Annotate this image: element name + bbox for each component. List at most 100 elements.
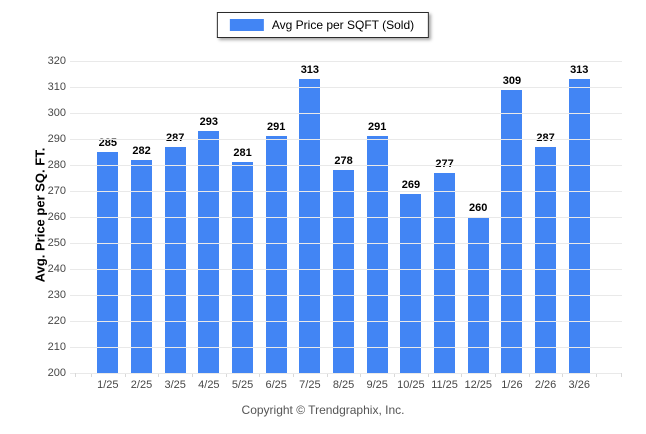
y-axis-tick-label: 200: [47, 367, 66, 379]
gridline: [70, 321, 622, 322]
x-axis-tick-mark: [326, 373, 328, 377]
x-axis-tick-mark: [360, 373, 362, 377]
x-axis-labels: 1/25 2/25 3/25 4/25 5/25 6/25 7/25 8/25 9/25 10/2…: [91, 379, 596, 391]
bar: [568, 79, 590, 373]
x-axis-tick-label: 9/25: [366, 379, 388, 391]
bar-value-label: 313: [570, 64, 589, 77]
gridline: [70, 165, 622, 166]
y-axis-tick-label: 250: [47, 237, 66, 249]
bar-value-label: 293: [199, 116, 219, 129]
x-axis-tick-mark: [124, 373, 126, 377]
legend-label: Avg Price per SQFT (Sold): [271, 18, 415, 32]
x-axis-tick-label: 3/26: [568, 379, 590, 391]
y-axis-tick-label: 210: [47, 341, 66, 353]
y-axis-tick-label: 240: [47, 263, 66, 275]
x-axis-tick-mark: [75, 373, 76, 377]
bar-value-label: 282: [132, 144, 151, 157]
y-axis-tick-label: 220: [47, 315, 66, 327]
plot-area: 285 282 287 293 281 291 313 278 291 269 277 260 309 2…: [70, 61, 622, 377]
gridline: [70, 269, 622, 270]
bar-slot: 277: [428, 61, 462, 373]
x-axis-tick-label: 10/25: [397, 379, 425, 391]
bar: [232, 162, 254, 373]
bar: [299, 79, 321, 373]
legend-swatch-icon: [229, 19, 264, 31]
bar-value-label: 260: [469, 202, 488, 214]
bar-value-label: 287: [536, 131, 555, 144]
gridline: [70, 217, 622, 218]
bar-slot: 282: [125, 61, 159, 373]
gridline: [70, 373, 622, 374]
bar-value-label: 291: [267, 121, 286, 134]
gridline: [70, 87, 622, 88]
x-axis-tick-mark: [596, 373, 597, 377]
bar-value-label: 281: [233, 147, 252, 160]
x-axis-tick-mark: [562, 373, 564, 377]
x-axis-tick-mark: [427, 373, 429, 377]
gridline: [70, 295, 622, 296]
y-axis-tick-label: 230: [47, 289, 66, 301]
y-axis-tick-label: 300: [47, 107, 66, 119]
x-axis-tick-label: 11/25: [431, 379, 458, 391]
y-axis-tick-label: 270: [47, 185, 66, 197]
x-axis-tick-mark: [259, 373, 261, 377]
y-axis-tick-label: 260: [47, 211, 66, 223]
x-axis-tick-mark: [621, 373, 622, 377]
legend: Avg Price per SQFT (Sold): [216, 12, 430, 38]
gridline: [70, 139, 622, 140]
x-axis-tick-label: 2/25: [130, 379, 153, 391]
bar-value-label: 313: [300, 64, 320, 77]
x-axis-tick-label: 8/25: [332, 379, 355, 391]
bar: [501, 89, 523, 373]
bar: [97, 152, 119, 373]
gridline: [70, 191, 622, 192]
bar: [400, 193, 422, 373]
bar-value-label: 309: [502, 74, 522, 87]
bar-slot: 281: [226, 61, 260, 373]
y-axis-tick-label: 310: [47, 81, 66, 93]
x-axis-tick-label: 1/26: [501, 379, 523, 391]
bar-value-label: 277: [435, 157, 454, 170]
bar: [333, 170, 355, 373]
bar-slot: 285: [91, 61, 125, 373]
y-axis-tick-label: 290: [47, 133, 66, 145]
bar-value-label: 269: [401, 178, 421, 191]
gridline: [70, 243, 622, 244]
x-axis-tick-label: 6/25: [265, 379, 287, 391]
x-axis-tick-mark: [158, 373, 160, 377]
x-axis-tick-mark: [495, 373, 496, 377]
x-axis-tick-label: 3/25: [164, 379, 186, 391]
gridline: [70, 347, 622, 348]
x-axis-tick-label: 7/25: [299, 379, 321, 391]
bar-value-label: 287: [166, 131, 185, 144]
bar-slot: 287: [158, 61, 192, 373]
bar: [265, 136, 287, 373]
x-axis-tick-label: 1/25: [97, 379, 119, 391]
y-axis-tick-labels: 320 310 300 290 280 270 260 250 240 230 220 210 200: [0, 55, 66, 379]
y-axis-tick-label: 320: [47, 55, 66, 67]
bar: [198, 131, 220, 373]
bar-slot: 291: [259, 61, 293, 373]
bar-value-label: 291: [368, 121, 387, 134]
x-axis-tick-mark: [225, 373, 227, 377]
x-axis-tick-mark: [461, 373, 463, 377]
x-axis-tick-mark: [91, 373, 92, 377]
bar-slot: 313: [562, 61, 596, 373]
bar: [131, 159, 152, 373]
x-axis-tick-mark: [394, 373, 395, 377]
x-axis-tick-mark: [528, 373, 530, 377]
gridline: [70, 113, 622, 114]
bar: [164, 146, 186, 373]
y-axis-tick-label: 280: [47, 159, 66, 171]
bar: [535, 146, 557, 373]
x-axis-tick-label: 2/26: [534, 379, 557, 391]
bar: [434, 172, 456, 373]
bar-slot: 287: [529, 61, 563, 373]
x-axis-tick-mark: [192, 373, 193, 377]
bar-value-label: 278: [334, 155, 353, 168]
bar-slot: 278: [327, 61, 361, 373]
x-axis-tick-label: 5/25: [231, 379, 254, 391]
x-axis-tick-label: 12/25: [464, 379, 492, 391]
bar: [366, 136, 388, 373]
